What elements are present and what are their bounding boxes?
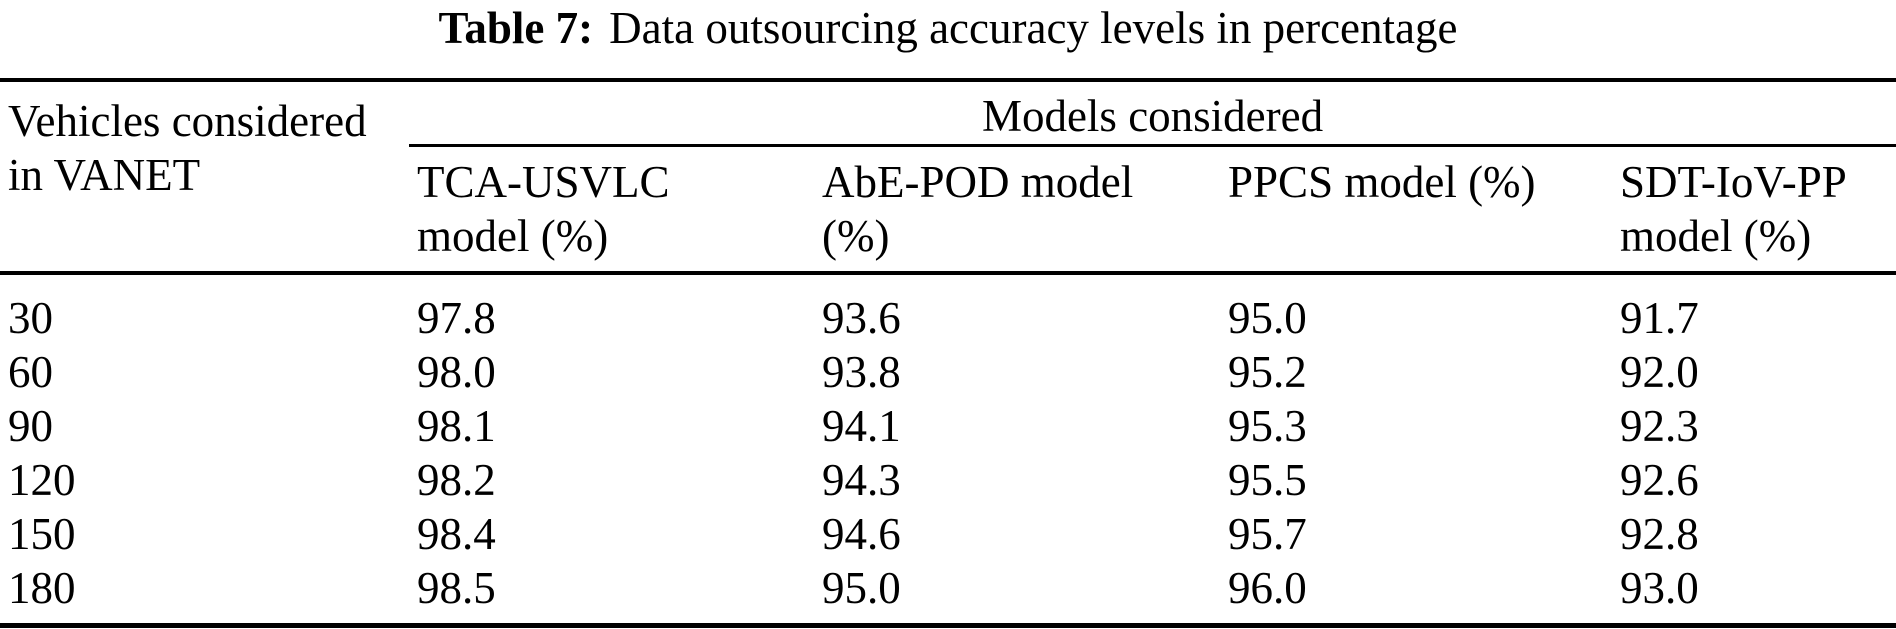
col-header-sdt-iov-pp: SDT-IoV-PP model (%)	[1612, 145, 1896, 275]
vehicles-cell: 180	[8, 563, 76, 613]
table-row: 180 98.5 95.0 96.0 93.0	[0, 561, 1896, 626]
accuracy-table: Vehicles considered in VANET Models cons…	[0, 78, 1896, 628]
accuracy-cell: 94.1	[822, 401, 901, 451]
vehicles-cell: 60	[8, 347, 53, 397]
vehicles-cell: 30	[8, 293, 53, 343]
table-caption-label: Table 7:	[438, 3, 594, 53]
col-header-vehicles: Vehicles considered in VANET	[0, 80, 409, 275]
column-header-row: TCA-USVLC model (%) AbE-POD model (%) PP…	[0, 145, 1896, 275]
accuracy-cell: 95.5	[1228, 455, 1307, 505]
accuracy-cell: 93.0	[1620, 563, 1699, 613]
col-header-ppcs: PPCS model (%)	[1220, 145, 1612, 275]
accuracy-cell: 92.6	[1620, 455, 1699, 505]
accuracy-cell: 97.8	[417, 293, 496, 343]
accuracy-cell: 92.8	[1620, 509, 1699, 559]
vehicles-cell: 150	[8, 509, 76, 559]
table-row: 90 98.1 94.1 95.3 92.3	[0, 399, 1896, 453]
accuracy-cell: 98.5	[417, 563, 496, 613]
accuracy-cell: 94.6	[822, 509, 901, 559]
accuracy-cell: 95.0	[1228, 293, 1307, 343]
accuracy-cell: 91.7	[1620, 293, 1699, 343]
table-row: 150 98.4 94.6 95.7 92.8	[0, 507, 1896, 561]
accuracy-cell: 93.8	[822, 347, 901, 397]
accuracy-cell: 98.4	[417, 509, 496, 559]
accuracy-cell: 95.3	[1228, 401, 1307, 451]
accuracy-cell: 98.2	[417, 455, 496, 505]
accuracy-cell: 96.0	[1228, 563, 1307, 613]
vehicles-cell: 120	[8, 455, 76, 505]
vehicles-cell: 90	[8, 401, 53, 451]
accuracy-cell: 98.1	[417, 401, 496, 451]
accuracy-cell: 93.6	[822, 293, 901, 343]
table-caption-text: Data outsourcing accuracy levels in perc…	[609, 3, 1458, 53]
table-row: 60 98.0 93.8 95.2 92.0	[0, 345, 1896, 399]
col-header-abe-pod: AbE-POD model (%)	[814, 145, 1220, 275]
accuracy-cell: 95.7	[1228, 509, 1307, 559]
table-caption: Table 7: Data outsourcing accuracy levels…	[0, 0, 1896, 54]
accuracy-cell: 95.0	[822, 563, 901, 613]
table-row: 120 98.2 94.3 95.5 92.6	[0, 453, 1896, 507]
group-header-models: Models considered	[409, 80, 1896, 147]
col-header-tca-usvlc: TCA-USVLC model (%)	[409, 145, 814, 275]
group-header-row: Vehicles considered in VANET Models cons…	[0, 80, 1896, 275]
table-row: 30 97.8 93.6 95.0 91.7	[0, 273, 1896, 345]
accuracy-cell: 95.2	[1228, 347, 1307, 397]
accuracy-cell: 92.3	[1620, 401, 1699, 451]
accuracy-cell: 98.0	[417, 347, 496, 397]
accuracy-cell: 94.3	[822, 455, 901, 505]
accuracy-cell: 92.0	[1620, 347, 1699, 397]
